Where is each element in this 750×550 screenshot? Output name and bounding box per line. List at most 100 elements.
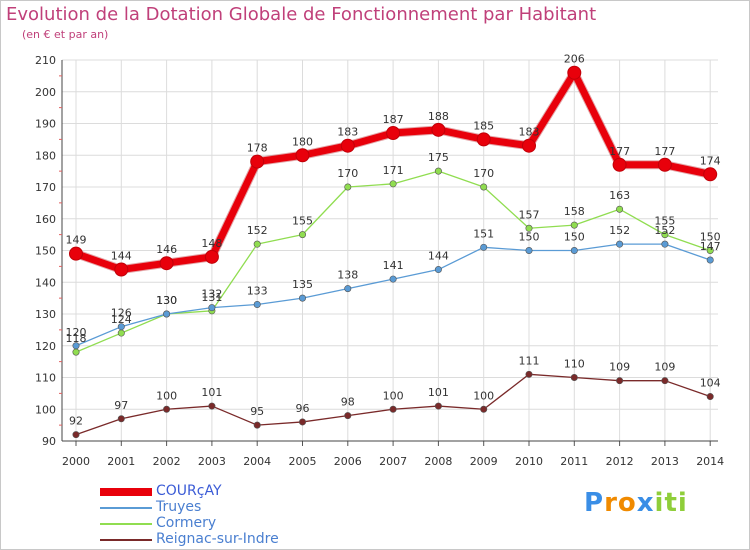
data-label: 149: [66, 234, 87, 247]
x-tick-label: 2012: [606, 455, 634, 468]
data-point: [117, 329, 125, 337]
data-label: 104: [700, 377, 721, 390]
x-tick-label: 2002: [153, 455, 181, 468]
data-point: [298, 231, 306, 239]
data-point: [389, 275, 397, 283]
data-point: [657, 157, 672, 172]
data-label: 110: [564, 358, 585, 371]
data-label: 180: [292, 135, 313, 148]
data-point: [616, 240, 624, 248]
data-point: [616, 205, 624, 213]
legend-label: Truyes: [156, 499, 202, 515]
data-point: [612, 157, 627, 172]
data-point: [295, 148, 310, 163]
data-label: 150: [519, 231, 540, 244]
data-point: [117, 323, 125, 331]
data-point: [72, 431, 80, 439]
data-label: 175: [428, 151, 449, 164]
data-point: [480, 183, 488, 191]
chart-subtitle: (en € et par an): [22, 28, 109, 41]
y-tick-label: 90: [42, 435, 56, 448]
data-label: 183: [519, 126, 540, 139]
data-point: [69, 246, 83, 261]
data-label: 158: [564, 205, 585, 218]
data-label: 124: [111, 313, 132, 326]
x-tick-label: 2008: [424, 455, 452, 468]
chart-title: Evolution de la Dotation Globale de Fonc…: [6, 4, 597, 25]
data-label: 130: [156, 294, 177, 307]
legend-label: Reignac-sur-Indre: [156, 531, 279, 547]
data-point: [567, 65, 582, 80]
data-label: 152: [609, 224, 630, 237]
y-tick-label: 120: [35, 340, 56, 353]
logo-letter: t: [664, 488, 678, 518]
data-point: [570, 221, 578, 229]
data-point: [253, 300, 261, 308]
logo-letter: i: [677, 488, 688, 518]
data-label: 174: [700, 154, 721, 167]
data-point: [298, 418, 306, 426]
data-point: [525, 370, 533, 378]
data-label: 144: [428, 250, 449, 263]
logo-letter: x: [636, 488, 655, 518]
data-label: 135: [292, 278, 313, 291]
data-point: [253, 240, 261, 248]
data-point: [159, 256, 174, 271]
x-tick-label: 2004: [243, 455, 271, 468]
y-tick-label: 180: [35, 149, 56, 162]
data-point: [434, 402, 442, 410]
data-label: 151: [473, 227, 494, 240]
data-point: [298, 294, 306, 302]
data-label: 147: [700, 240, 721, 253]
y-tick-label: 100: [35, 403, 56, 416]
data-point: [208, 402, 216, 410]
data-label: 126: [111, 307, 132, 320]
legend-label: COURçAY: [156, 483, 222, 499]
data-point: [522, 138, 536, 153]
x-tick-label: 2001: [107, 455, 135, 468]
data-label: 98: [341, 396, 355, 409]
data-label: 131: [201, 291, 222, 304]
data-label: 95: [250, 405, 264, 418]
data-point: [661, 231, 669, 239]
data-label: 144: [111, 250, 132, 263]
y-tick-label: 210: [35, 54, 56, 67]
legend-swatch: [100, 488, 152, 496]
data-point: [250, 154, 265, 169]
y-tick-label: 200: [35, 86, 56, 99]
data-label: 92: [69, 415, 83, 428]
data-label: 111: [519, 354, 540, 367]
data-point: [661, 240, 669, 248]
y-tick-label: 170: [35, 181, 56, 194]
x-tick-label: 2007: [379, 455, 407, 468]
data-label: 118: [66, 332, 87, 345]
data-label: 97: [114, 399, 128, 412]
data-label: 155: [292, 215, 313, 228]
data-point: [525, 247, 533, 255]
data-point: [706, 247, 714, 255]
data-label: 183: [337, 126, 358, 139]
data-point: [661, 377, 669, 385]
data-point: [163, 310, 171, 318]
data-point: [570, 247, 578, 255]
data-point: [389, 405, 397, 413]
y-tick-label: 140: [35, 276, 56, 289]
data-point: [525, 224, 533, 232]
y-tick-label: 190: [35, 118, 56, 131]
data-label: 206: [564, 53, 585, 66]
data-point: [344, 412, 352, 420]
x-tick-label: 2011: [560, 455, 588, 468]
data-point: [340, 138, 355, 153]
data-label: 170: [337, 167, 358, 180]
x-tick-label: 2010: [515, 455, 543, 468]
data-point: [204, 249, 219, 264]
data-point: [476, 132, 491, 147]
proxiti-logo: Proxiti: [584, 488, 688, 518]
data-point: [163, 405, 171, 413]
logo-letter: o: [617, 488, 637, 518]
data-label: 187: [383, 113, 404, 126]
x-tick-label: 2003: [198, 455, 226, 468]
data-label: 100: [383, 389, 404, 402]
data-point: [703, 167, 718, 182]
